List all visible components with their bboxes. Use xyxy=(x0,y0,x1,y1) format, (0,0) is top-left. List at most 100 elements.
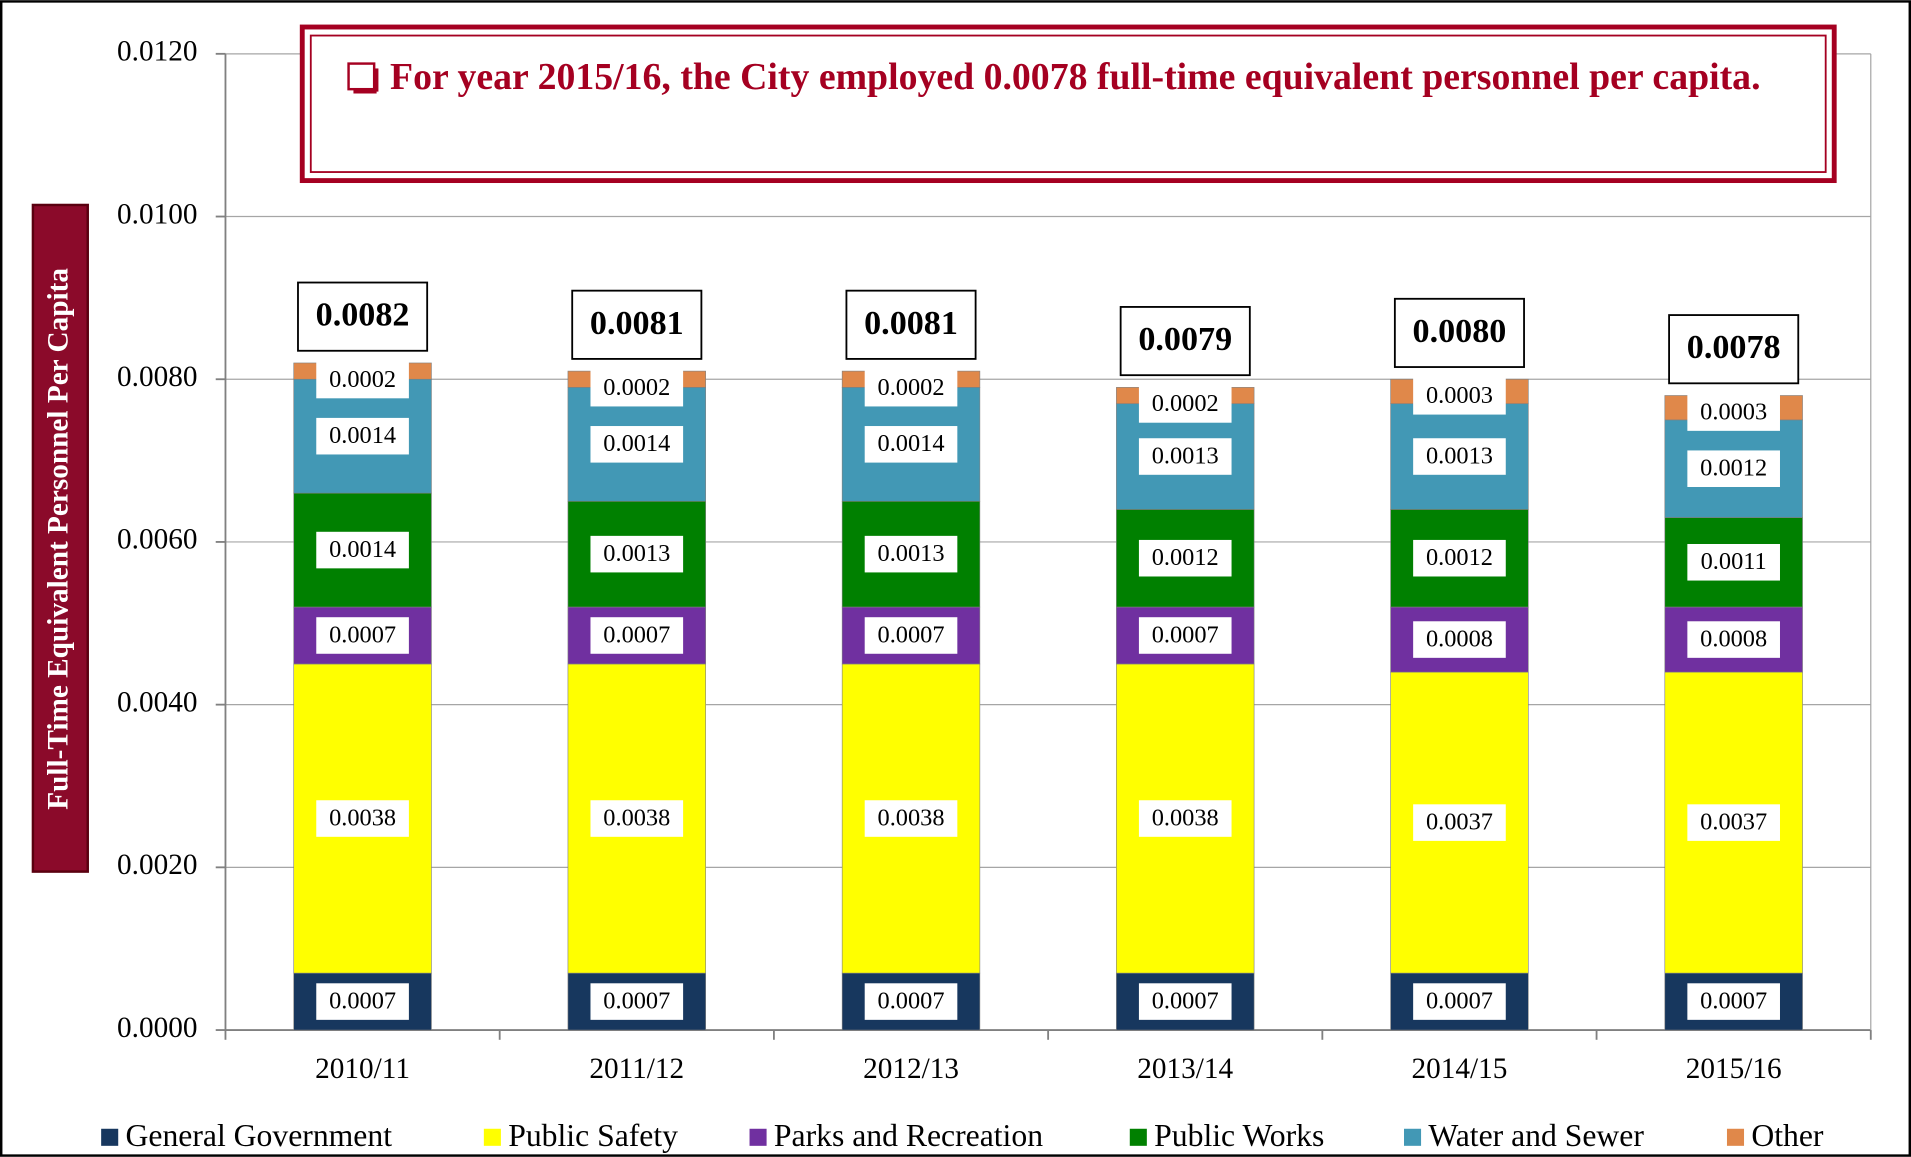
data-label-box xyxy=(316,800,409,837)
legend-label: Public Works xyxy=(1154,1118,1324,1153)
data-label-box xyxy=(1687,450,1780,488)
data-label-box xyxy=(1687,621,1780,658)
data-label-box xyxy=(1687,983,1780,1020)
x-tick-label: 2011/12 xyxy=(589,1053,684,1085)
legend-swatch xyxy=(1726,1128,1745,1146)
data-label: 0.0002 xyxy=(878,374,945,401)
data-label: 0.0038 xyxy=(1152,804,1219,831)
data-label-box xyxy=(1413,804,1506,841)
data-label: 0.0013 xyxy=(1426,442,1493,469)
total-label-box xyxy=(1119,306,1251,377)
legend-label: Other xyxy=(1751,1118,1824,1153)
data-label: 0.0038 xyxy=(878,804,945,831)
data-label-box xyxy=(1138,539,1232,577)
data-label-box xyxy=(316,417,409,455)
data-label: 0.0012 xyxy=(1700,455,1767,482)
legend-label: General Government xyxy=(126,1118,393,1153)
data-label: 0.0007 xyxy=(1700,987,1767,1014)
total-label-box xyxy=(845,289,977,360)
data-label: 0.0002 xyxy=(1152,390,1219,417)
data-label-box xyxy=(1687,394,1780,431)
data-label: 0.0013 xyxy=(1152,442,1219,469)
data-label-box xyxy=(590,983,684,1020)
data-label-box xyxy=(590,426,684,463)
data-label-box xyxy=(590,369,684,407)
legend-label: Water and Sewer xyxy=(1428,1118,1644,1153)
total-label: 0.0080 xyxy=(1413,313,1507,350)
total-label-box xyxy=(1668,314,1800,385)
data-label: 0.0007 xyxy=(1152,987,1219,1014)
data-label-box xyxy=(864,369,958,407)
data-label: 0.0014 xyxy=(329,422,396,449)
data-label: 0.0013 xyxy=(603,540,670,567)
total-label: 0.0081 xyxy=(590,305,684,342)
data-label-box xyxy=(590,617,684,654)
data-label-box xyxy=(1687,543,1780,581)
data-label: 0.0007 xyxy=(329,987,396,1014)
data-label-box xyxy=(1413,438,1506,475)
bars: 0.0007 0.0038 0.0007 0.0014 0.0014 0.0002 0.00… xyxy=(293,281,1803,1031)
data-label: 0.0012 xyxy=(1426,544,1493,571)
data-label-box xyxy=(1138,617,1232,654)
data-label-box xyxy=(316,361,409,399)
data-label-box xyxy=(590,800,684,837)
data-label: 0.0011 xyxy=(1701,548,1767,575)
data-label: 0.0007 xyxy=(878,987,945,1014)
data-label-box xyxy=(1138,800,1232,837)
y-tick-label: 0.0100 xyxy=(117,198,197,230)
legend-swatch xyxy=(101,1128,119,1146)
data-label: 0.0003 xyxy=(1700,398,1767,425)
data-label-box xyxy=(864,983,958,1020)
data-label-box xyxy=(316,617,409,654)
annotation-container: For year 2015/16, the City employed 0.00… xyxy=(390,55,1761,98)
x-tick-label: 2013/14 xyxy=(1137,1053,1233,1085)
total-label-box xyxy=(297,281,429,352)
x-tick-label: 2012/13 xyxy=(863,1053,959,1085)
total-label-box xyxy=(571,289,703,360)
annotation-inner-border xyxy=(309,34,1827,173)
total-label: 0.0082 xyxy=(316,297,410,334)
y-tick-label: 0.0040 xyxy=(117,686,197,718)
data-label: 0.0007 xyxy=(603,987,670,1014)
x-tick-label: 2014/15 xyxy=(1412,1053,1508,1085)
y-axis-label: Full-Time Equivalent Personnel Per Capit… xyxy=(43,268,75,810)
y-tick-label: 0.0120 xyxy=(117,36,197,68)
y-tick-label: 0.0060 xyxy=(117,524,197,556)
data-label: 0.0013 xyxy=(878,540,945,567)
annotation-box xyxy=(299,24,1837,184)
data-label: 0.0008 xyxy=(1700,625,1767,652)
data-label: 0.0007 xyxy=(1426,987,1493,1014)
data-label-box xyxy=(590,535,684,573)
data-label-box xyxy=(864,617,958,654)
data-label-box xyxy=(1687,804,1780,841)
data-label: 0.0007 xyxy=(1152,621,1219,648)
x-tick-label: 2010/11 xyxy=(315,1053,410,1085)
legend-swatch xyxy=(1404,1128,1422,1146)
legend-label: Public Safety xyxy=(508,1118,678,1153)
data-label: 0.0002 xyxy=(329,366,396,393)
data-label: 0.0014 xyxy=(603,430,670,457)
data-label: 0.0002 xyxy=(603,374,670,401)
total-label: 0.0078 xyxy=(1687,329,1781,366)
annotation: For year 2015/16, the City employed 0.00… xyxy=(390,55,1761,98)
data-label: 0.0007 xyxy=(329,621,396,648)
y-tick-label: 0.0020 xyxy=(117,849,197,881)
data-label-box xyxy=(1138,386,1232,423)
data-label-box xyxy=(1413,378,1506,415)
data-label: 0.0037 xyxy=(1426,808,1493,835)
x-tick-label: 2015/16 xyxy=(1686,1053,1782,1085)
data-label-box xyxy=(1413,983,1506,1020)
total-label: 0.0081 xyxy=(864,305,958,342)
data-label: 0.0014 xyxy=(329,536,396,563)
data-label-box xyxy=(316,531,409,569)
data-label-box xyxy=(864,426,958,463)
data-label: 0.0012 xyxy=(1152,544,1219,571)
checkbox-icon xyxy=(347,62,376,91)
data-label: 0.0007 xyxy=(603,621,670,648)
legend-swatch xyxy=(483,1128,501,1146)
legend-swatch xyxy=(749,1128,767,1146)
legend-label: Parks and Recreation xyxy=(774,1118,1043,1153)
data-label-box xyxy=(1138,983,1232,1020)
y-axis-label-box xyxy=(31,203,89,873)
